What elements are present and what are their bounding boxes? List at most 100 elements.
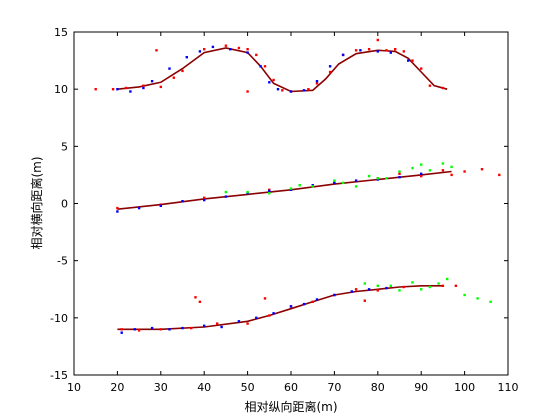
scatter-point-red: [246, 90, 249, 93]
scatter-point-green: [411, 281, 414, 284]
scatter-point-blue: [181, 326, 184, 330]
scatter-point-green: [246, 190, 249, 194]
scatter-point-green: [224, 190, 228, 194]
scatter-point-red: [428, 84, 432, 87]
scatter-point-red: [363, 299, 366, 302]
scatter-point-red: [376, 38, 379, 42]
scatter-point-blue: [198, 50, 202, 53]
scatter-point-red: [441, 86, 445, 90]
scatter-point-green: [289, 187, 293, 190]
x-axis-label: 相对纵向距离(m): [244, 399, 337, 414]
scatter-point-green: [428, 169, 432, 172]
y-tick-label: -15: [50, 369, 68, 382]
scatter-point-blue: [289, 305, 293, 308]
scatter-point-red: [398, 172, 401, 175]
scatter-point-blue: [168, 328, 171, 331]
scatter-point-red: [263, 297, 267, 300]
scatter-point-green: [450, 165, 453, 169]
scatter-point-green: [389, 284, 392, 287]
scatter-point-green: [376, 177, 379, 180]
fit-curve-line: [117, 47, 448, 93]
scatter-point-red: [411, 59, 414, 62]
scatter-point-blue: [259, 65, 262, 68]
scatter-point-red: [420, 174, 423, 178]
scatter-point-blue: [333, 293, 336, 297]
scatter-point-green: [398, 170, 401, 173]
scatter-point-red: [441, 169, 445, 172]
scatter-point-red: [203, 48, 206, 51]
scatter-point-blue: [302, 89, 306, 92]
scatter-point-red: [367, 48, 371, 51]
scatter-point-green: [446, 277, 449, 281]
scatter-point-blue: [203, 324, 206, 327]
scatter-point-blue: [389, 51, 392, 54]
scatter-point-blue: [268, 81, 271, 84]
scatter-point-green: [420, 163, 423, 166]
scatter-point-green: [376, 284, 379, 287]
scatter-point-blue: [328, 65, 332, 68]
scatter-point-blue: [315, 80, 319, 83]
scatter-point-green: [367, 174, 371, 178]
scatter-point-green: [411, 166, 414, 170]
scatter-point-blue: [367, 288, 371, 291]
scatter-point-red: [181, 69, 184, 73]
scatter-point-red: [120, 328, 123, 331]
y-tick-label: -10: [50, 312, 68, 325]
scatter-point-blue: [159, 204, 162, 207]
scatter-point-red: [307, 88, 310, 91]
scatter-point-red: [203, 196, 206, 199]
scatter-point-red: [198, 300, 202, 303]
scatter-point-blue: [333, 181, 336, 185]
scatter-point-red: [498, 173, 501, 177]
x-tick-label: 70: [327, 381, 341, 394]
scatter-point-red: [268, 314, 271, 317]
x-tick-label: 20: [110, 381, 124, 394]
y-tick-label: 15: [54, 26, 68, 39]
scatter-point-green: [341, 181, 345, 185]
scatter-point-green: [398, 289, 401, 292]
scatter-point-red: [263, 65, 267, 68]
scatter-point-blue: [137, 206, 141, 210]
x-axis-ticks: 10 20 30 40 50 60 70 80 90 100 110: [67, 32, 519, 394]
scatter-point-red: [385, 49, 388, 52]
scatter-point-red: [315, 82, 319, 85]
y-tick-label: -5: [57, 255, 68, 268]
scatter-point-blue: [129, 90, 132, 93]
scatter-point-red: [111, 88, 115, 91]
x-tick-label: 40: [197, 381, 211, 394]
scatter-point-green: [268, 192, 271, 195]
scatter-point-green: [311, 185, 314, 188]
scatter-point-blue: [398, 176, 401, 179]
x-tick-label: 30: [154, 381, 168, 394]
scatter-point-red: [124, 86, 128, 90]
scatter-point-red: [354, 49, 358, 52]
scatter-point-red: [272, 78, 275, 82]
scatter-point-blue: [385, 286, 388, 290]
scatter-point-red: [255, 53, 258, 57]
x-tick-label: 60: [284, 381, 298, 394]
scatter-point-green: [298, 184, 301, 187]
scatter-point-green: [437, 282, 440, 285]
scatter-point-blue: [302, 302, 306, 306]
scatter-point-blue: [133, 328, 136, 331]
scatter-point-red: [237, 46, 241, 50]
scatter-point-red: [159, 85, 162, 89]
scatter-point-green: [333, 179, 336, 182]
scatter-point-red: [159, 328, 162, 331]
x-tick-label: 100: [454, 381, 475, 394]
scatter-point-blue: [181, 200, 184, 203]
scatter-point-green: [428, 285, 432, 289]
scatter-point-blue: [350, 290, 353, 293]
scatter-point-red: [328, 70, 332, 74]
scatter-point-blue: [237, 320, 241, 323]
scatter-point-red: [441, 284, 445, 287]
scatter-point-red: [394, 48, 397, 51]
scatter-point-green: [385, 177, 388, 180]
scatter-point-red: [454, 284, 458, 287]
scatter-point-green: [420, 288, 423, 291]
x-tick-label: 110: [498, 381, 519, 394]
scatter-point-red: [480, 168, 484, 171]
scatter-point-blue: [376, 50, 379, 53]
scatter-point-blue: [220, 325, 223, 329]
